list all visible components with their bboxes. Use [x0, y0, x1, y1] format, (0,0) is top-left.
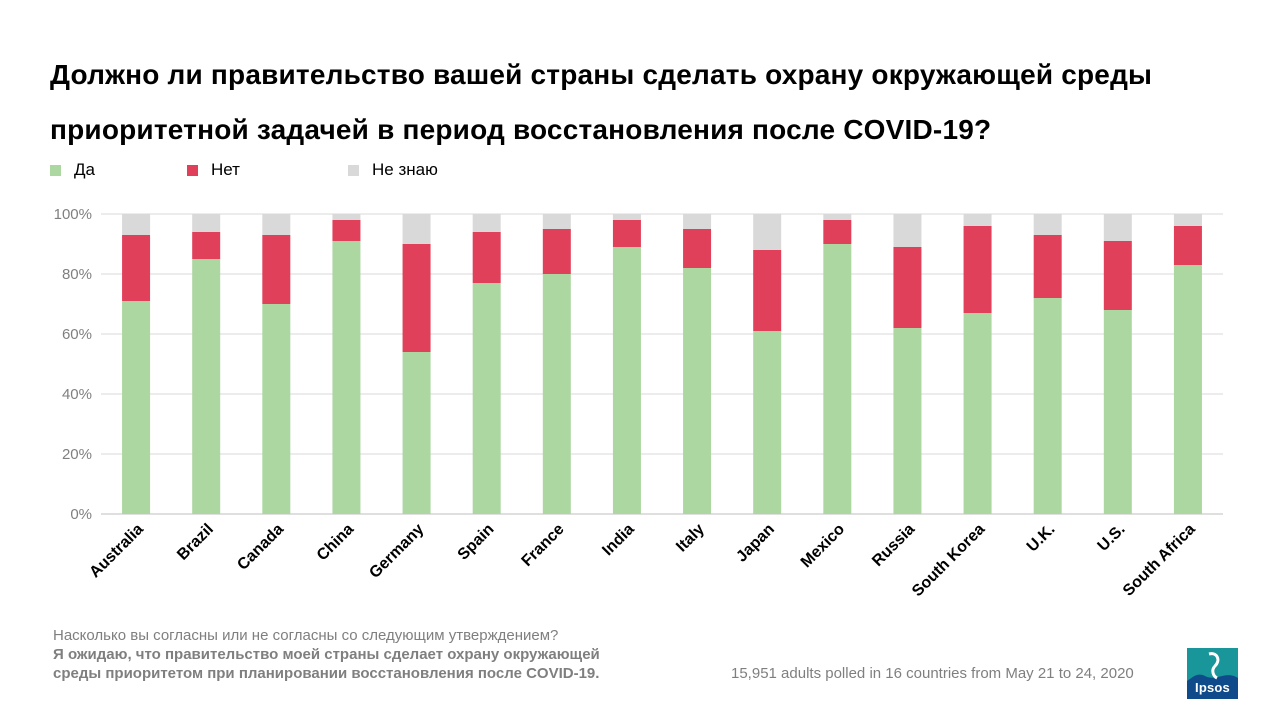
bar-segment-dont-know — [823, 214, 852, 220]
y-tick-label: 0% — [70, 506, 92, 523]
x-tick-label: Japan — [733, 521, 778, 566]
bar-segment-yes — [332, 241, 361, 514]
bar-segment-no — [612, 220, 641, 247]
x-tick-label: Russia — [869, 521, 918, 570]
y-tick-label: 40% — [62, 386, 92, 403]
bar-segment-no — [472, 232, 501, 283]
legend-label-yes: Да — [74, 160, 95, 179]
bar-segment-dont-know — [1103, 214, 1132, 241]
bar-segment-yes — [893, 328, 922, 514]
legend-item-yes: Да — [50, 160, 95, 180]
question-text: Насколько вы согласны или не согласны со… — [53, 627, 559, 644]
bar-segment-dont-know — [472, 214, 501, 232]
x-tick-label: Brazil — [174, 521, 217, 564]
logo-wave-icon — [1187, 648, 1238, 681]
legend-item-no: Нет — [187, 160, 240, 180]
y-tick-label: 60% — [62, 326, 92, 343]
bar-segment-dont-know — [402, 214, 431, 244]
x-tick-label: China — [314, 521, 358, 565]
bar-segment-yes — [612, 247, 641, 514]
x-tick-label: South Africa — [1120, 521, 1199, 600]
legend-swatch-dont-know — [348, 164, 359, 176]
y-tick-label: 20% — [62, 446, 92, 463]
x-tick-label: Mexico — [798, 521, 849, 572]
bar-segment-yes — [1173, 265, 1202, 514]
legend-swatch-yes — [50, 164, 61, 176]
bar-segment-dont-know — [122, 214, 151, 235]
bar-segment-yes — [753, 331, 782, 514]
bar-segment-dont-know — [963, 214, 992, 226]
x-tick-label: India — [599, 521, 637, 559]
bar-segment-no — [1173, 226, 1202, 265]
x-tick-label: U.K. — [1024, 521, 1059, 556]
bar-segment-yes — [1103, 310, 1132, 514]
legend-label-dont-know: Не знаю — [372, 160, 438, 179]
logo-text: Ipsos — [1195, 680, 1230, 695]
bar-segment-no — [1103, 241, 1132, 310]
bar-segment-no — [122, 235, 151, 301]
y-tick-label: 100% — [54, 206, 92, 223]
legend-swatch-no — [187, 164, 198, 176]
legend-item-dont-know: Не знаю — [348, 160, 438, 180]
stacked-bar-chart: 0% 20% 40% 60% 80% 100% Australia Brazil Canada C… — [54, 206, 1223, 600]
bar-segment-yes — [472, 283, 501, 514]
bar-segment-no — [963, 226, 992, 313]
statement-text-line-2: среды приоритетом при планировании восст… — [53, 665, 600, 682]
bar-segment-no — [1033, 235, 1062, 298]
x-tick-label: Australia — [86, 521, 147, 582]
bar-segment-yes — [402, 352, 431, 514]
x-tick-label: Germany — [366, 521, 427, 582]
chart-title: Должно ли правительство вашей страны сде… — [50, 47, 1250, 157]
x-tick-label: Italy — [673, 521, 708, 556]
bar-segment-no — [823, 220, 852, 244]
bar-segment-dont-know — [753, 214, 782, 250]
x-tick-label: Canada — [234, 521, 287, 574]
statement-text-line-1: Я ожидаю, что правительство моей страны … — [53, 646, 600, 663]
bar-segment-yes — [963, 313, 992, 514]
survey-question-note: Насколько вы согласны или не согласны со… — [53, 626, 600, 683]
bar-segment-no — [893, 247, 922, 328]
sample-size-note: 15,951 adults polled in 16 countries fro… — [731, 665, 1134, 682]
x-tick-label: France — [519, 521, 568, 570]
bar-segment-dont-know — [332, 214, 361, 220]
y-tick-label: 80% — [62, 266, 92, 283]
bar-segment-no — [192, 232, 221, 259]
bar-segment-yes — [1033, 298, 1062, 514]
bar-segment-yes — [122, 301, 151, 514]
bar-segment-dont-know — [1033, 214, 1062, 235]
bar-segment-no — [683, 229, 712, 268]
bar-segment-no — [542, 229, 571, 274]
bar-segment-yes — [192, 259, 221, 514]
x-tick-label: Spain — [455, 521, 498, 564]
bar-segment-dont-know — [192, 214, 221, 232]
bar-segment-yes — [823, 244, 852, 514]
x-tick-label: South Korea — [909, 521, 988, 600]
ipsos-logo: Ipsos — [1187, 648, 1238, 699]
bar-segment-dont-know — [542, 214, 571, 229]
bar-segment-dont-know — [1173, 214, 1202, 226]
bar-segment-dont-know — [612, 214, 641, 220]
x-tick-label: U.S. — [1095, 521, 1129, 555]
bar-segment-yes — [262, 304, 291, 514]
bar-segment-no — [753, 250, 782, 331]
chart-title-line-2: приоритетной задачей в период восстановл… — [50, 114, 992, 145]
bar-segment-dont-know — [893, 214, 922, 247]
bar-segment-no — [332, 220, 361, 241]
bar-segment-dont-know — [683, 214, 712, 229]
bar-segment-yes — [542, 274, 571, 514]
legend-label-no: Нет — [211, 160, 240, 179]
chart-title-line-1: Должно ли правительство вашей страны сде… — [50, 59, 1153, 90]
bar-segment-yes — [683, 268, 712, 514]
bar-segment-no — [402, 244, 431, 352]
bar-segment-dont-know — [262, 214, 291, 235]
bar-segment-no — [262, 235, 291, 304]
